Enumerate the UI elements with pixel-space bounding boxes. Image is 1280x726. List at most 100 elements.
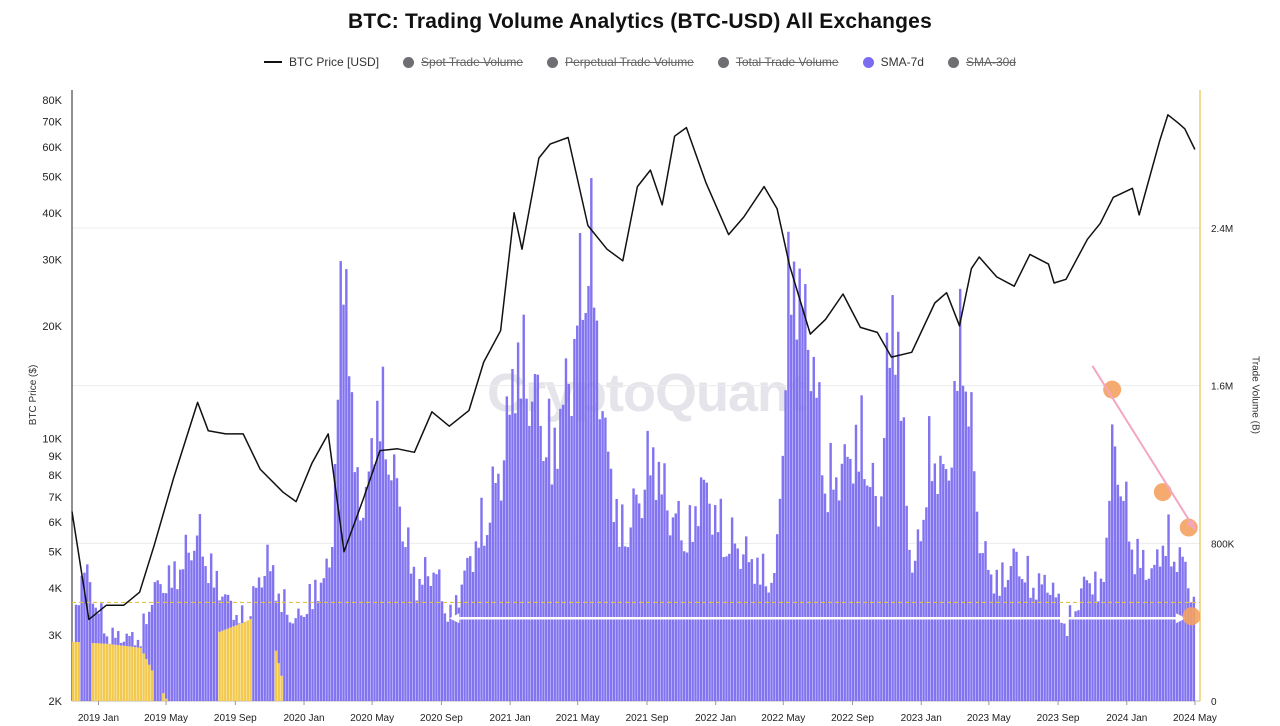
sma-7d-bar	[277, 593, 280, 664]
sma-7d-bar	[815, 397, 818, 701]
dot-swatch-icon	[947, 56, 959, 68]
sma-7d-bar	[74, 604, 78, 643]
sma-7d-bar	[359, 520, 362, 701]
sma-7d-bar	[778, 498, 782, 701]
y-left-tick-label: 10K	[42, 434, 62, 446]
sma-7d-bar	[176, 589, 179, 701]
sma-7d-bar	[773, 572, 776, 701]
sma-7d-bar	[576, 325, 579, 701]
sma-7d-bar	[339, 261, 342, 701]
sma-7d-bar	[1063, 623, 1066, 701]
sma-7d-bar	[333, 464, 337, 701]
sma-7d-bar	[1119, 496, 1122, 701]
sma-7d-bar	[1133, 574, 1136, 701]
sma-7d-bar	[1141, 549, 1145, 701]
sma-7d-bar	[80, 575, 83, 701]
sma-7d-bar	[283, 589, 286, 701]
sma-7d-bar	[533, 373, 537, 701]
sma-7d-bar	[1184, 561, 1187, 701]
sma-7d-bar	[260, 587, 264, 701]
volume-bar-gold	[133, 647, 137, 701]
sma-7d-bar	[435, 574, 438, 701]
x-tick-label: 2022 Sep	[831, 713, 874, 724]
sma-7d-bar	[136, 639, 140, 648]
sma-7d-bar	[699, 477, 703, 701]
highlight-marker	[1153, 483, 1172, 502]
sma-7d-bar	[378, 441, 382, 701]
chart-title: BTC: Trading Volume Analytics (BTC-USD) …	[348, 10, 932, 33]
sma-7d-bar	[553, 427, 556, 701]
sma-7d-bar	[539, 425, 542, 701]
sma-7d-bar	[471, 571, 475, 701]
sma-7d-bar	[843, 444, 846, 701]
y-left-tick-label: 2K	[49, 696, 63, 708]
sma-7d-bar	[767, 592, 770, 701]
sma-7d-bar	[530, 401, 534, 701]
legend-item-sma-7d[interactable]: SMA-7d	[862, 55, 924, 69]
sma-7d-bar	[271, 565, 275, 701]
sma-7d-bar	[635, 494, 638, 701]
sma-7d-bar	[350, 392, 354, 701]
sma-7d-bar	[1071, 618, 1075, 701]
sma-7d-bar	[1192, 596, 1196, 701]
sma-7d-bar	[440, 601, 444, 701]
legend-label: Spot Trade Volume	[421, 55, 524, 69]
sma-7d-bar	[122, 641, 126, 646]
legend-label: Total Trade Volume	[735, 55, 839, 69]
sma-7d-bar	[1006, 580, 1010, 701]
y-left-tick-label: 60K	[42, 142, 62, 154]
sma-7d-bar	[564, 358, 568, 701]
sma-7d-bar	[362, 517, 365, 701]
sma-7d-bar	[781, 455, 784, 701]
sma-7d-bar	[218, 600, 221, 632]
sma-7d-bar	[550, 484, 554, 701]
legend-item-total-trade-volume[interactable]: Total Trade Volume	[717, 55, 839, 69]
volume-bar-gold	[148, 664, 151, 701]
sma-7d-bar	[100, 603, 103, 644]
y-left-tick-label: 9K	[49, 451, 63, 463]
sma-7d-bar	[592, 307, 596, 701]
sma-7d-bar	[1037, 573, 1041, 701]
btc-price-line	[71, 114, 1196, 621]
sma-7d-bar	[1161, 545, 1165, 701]
y-left-tick-label: 4K	[49, 583, 63, 595]
sma-7d-bar	[528, 425, 531, 701]
x-tick-label: 2021 May	[556, 713, 600, 724]
sma-7d-bar	[832, 489, 835, 701]
sma-7d-bar	[1074, 611, 1077, 701]
sma-7d-bar	[632, 488, 635, 701]
sma-7d-bar	[716, 532, 720, 701]
sma-7d-bar	[1018, 576, 1021, 701]
sma-7d-bar	[229, 600, 233, 628]
legend-item-spot-trade-volume[interactable]: Spot Trade Volume	[403, 55, 523, 69]
y-left-tick-label: 40K	[42, 208, 62, 220]
sma-7d-bar	[300, 615, 303, 701]
sma-7d-bar	[499, 500, 503, 701]
sma-7d-bar	[978, 553, 982, 701]
dot-swatch-icon	[403, 56, 415, 68]
sma-7d-bar	[88, 582, 92, 701]
legend-item-sma-30d[interactable]: SMA-30d	[947, 55, 1016, 69]
sma-7d-bar	[1065, 636, 1069, 701]
sma-7d-bar	[381, 366, 385, 701]
sma-7d-bar	[452, 618, 455, 701]
sma-7d-bar	[432, 572, 435, 701]
legend-item-perpetual-trade-volume[interactable]: Perpetual Trade Volume	[547, 55, 694, 69]
x-tick-label: 2019 May	[144, 713, 188, 724]
sma-7d-bar	[1046, 592, 1049, 701]
legend-item-btc-price[interactable]: BTC Price [USD]	[264, 55, 379, 69]
volume-bar-gold	[91, 643, 95, 701]
sma-7d-bar	[488, 522, 492, 701]
sma-7d-bar	[384, 459, 387, 701]
sma-7d-bar	[516, 342, 520, 701]
sma-7d-bar	[643, 489, 647, 701]
x-tick-label: 2023 Sep	[1037, 713, 1080, 724]
sma-7d-bar	[809, 391, 813, 701]
sma-7d-bar	[1170, 566, 1173, 701]
sma-7d-bar	[207, 583, 210, 701]
sma-7d-bar	[209, 553, 213, 701]
sma-7d-bar	[153, 582, 157, 701]
chart-legend: BTC Price [USD] Spot Trade Volume Perpet…	[0, 55, 1280, 69]
sma-7d-bar	[269, 571, 272, 701]
volume-bar-gold	[131, 646, 134, 701]
